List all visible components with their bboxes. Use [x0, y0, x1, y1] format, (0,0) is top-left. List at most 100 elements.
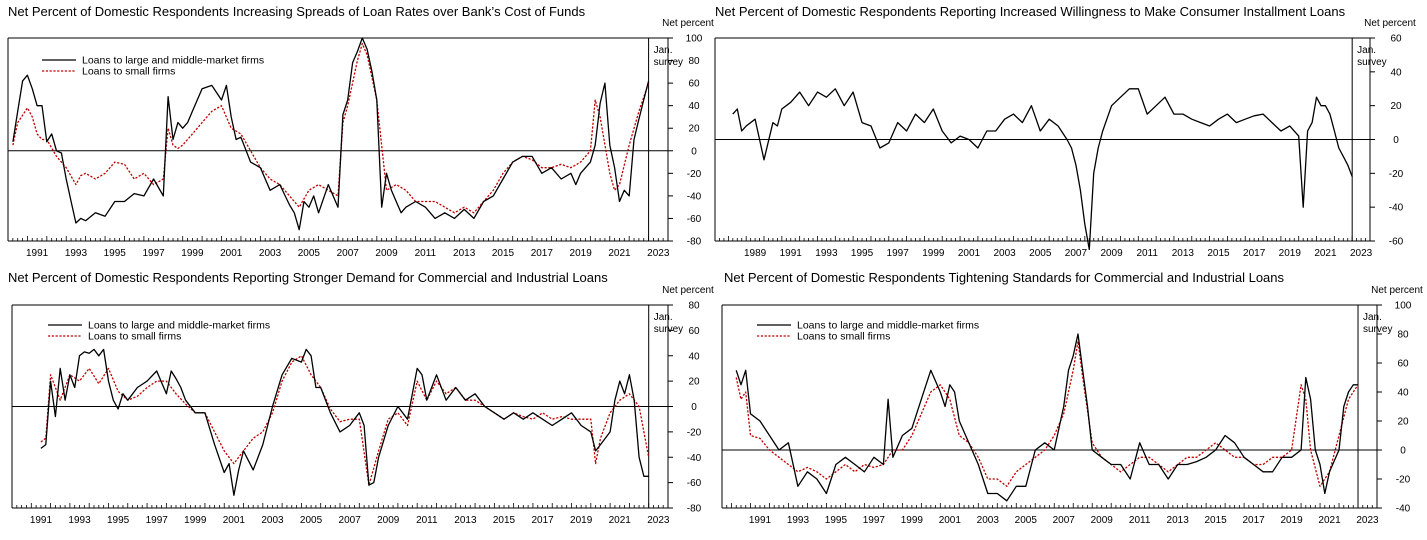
x-tick-label: 1995: [104, 248, 127, 259]
x-tick-label: 2009: [1091, 515, 1114, 526]
x-tick-label: 1993: [787, 515, 810, 526]
x-tick-label: 2019: [1280, 515, 1303, 526]
series-large-firms-line: [732, 88, 1353, 251]
x-tick-label: 2019: [570, 515, 593, 526]
y-tick-label: 60: [1390, 34, 1402, 45]
y-tick-label: -40: [1389, 203, 1404, 214]
y-tick-label: -60: [687, 214, 702, 225]
x-tick-label: 2017: [1242, 515, 1265, 526]
y-tick-label: 80: [688, 56, 700, 67]
x-tick-label: 2013: [1167, 515, 1190, 526]
x-tick-label: 2019: [1279, 248, 1302, 259]
y-tick-label: 0: [1400, 446, 1406, 457]
y-tick-label: 40: [688, 351, 700, 362]
chart-svg: 100 80 60 40 20 0 -20 -40 Net percent 1991 1993 199…: [721, 285, 1423, 526]
y-tick-label: -20: [1396, 475, 1411, 486]
x-tick-label: 2011: [1129, 515, 1151, 526]
y-tick-label: 0: [691, 402, 697, 413]
x-tick-label: 2013: [453, 248, 476, 259]
y-tick-label: -20: [687, 427, 702, 438]
y-tick-label: 60: [688, 79, 700, 90]
x-tick-label: 2021: [609, 515, 632, 526]
x-tick-label: 2003: [259, 248, 282, 259]
x-tick-label: 2009: [1100, 248, 1123, 259]
y-tick-label: 40: [688, 101, 700, 112]
x-tick-label: 1993: [815, 248, 838, 259]
y-tick-label: 40: [1390, 67, 1402, 78]
x-tick-label: 2009: [377, 515, 400, 526]
x-tick-label: 2001: [939, 515, 962, 526]
x-tick-label: 2005: [298, 248, 321, 259]
x-tick-label: 2019: [570, 248, 593, 259]
y-tick-label: 60: [1397, 359, 1409, 370]
x-tick-label: 2021: [1318, 515, 1341, 526]
x-tick-label: 1999: [901, 515, 924, 526]
y-tick-label: -20: [687, 169, 702, 180]
y-tick-label: -60: [1389, 237, 1404, 248]
y-axis-unit-label: Net percent: [1371, 285, 1423, 296]
chart-panel-tightening-standards: Net Percent of Domestic Respondents Tigh…: [712, 270, 1427, 540]
x-tick-label: 2001: [223, 515, 246, 526]
survey-label-line1: Jan.: [654, 312, 673, 323]
x-tick-label: 2003: [261, 515, 284, 526]
y-tick-label: -80: [687, 237, 702, 248]
x-tick-label: 1991: [749, 515, 772, 526]
x-tick-label: 2021: [608, 248, 631, 259]
x-tick-label: 1993: [68, 515, 91, 526]
x-tick-label: 2015: [493, 515, 516, 526]
survey-label-line2: survey: [1357, 57, 1386, 68]
x-tick-label: 2001: [958, 248, 981, 259]
x-tick-label: 2005: [1015, 515, 1038, 526]
x-tick-label: 2021: [1314, 248, 1337, 259]
x-tick-label: 2013: [1172, 248, 1195, 259]
y-tick-label: 80: [688, 301, 700, 312]
y-tick-label: 100: [1395, 301, 1412, 312]
x-tick-label: 2005: [1029, 248, 1052, 259]
x-tick-label: 1989: [744, 248, 767, 259]
chart-svg: 80 60 40 20 0 -20 -40 -60 -80 Net percent 1991 1993…: [11, 285, 714, 526]
x-tick-label: 2017: [1243, 248, 1266, 259]
x-tick-label: 2011: [416, 515, 438, 526]
legend-label: Loans to small firms: [82, 66, 175, 78]
y-tick-label: 20: [1397, 417, 1409, 428]
x-tick-label: 1995: [851, 248, 874, 259]
series-large-firms-line: [40, 348, 649, 496]
y-tick-label: -40: [687, 453, 702, 464]
series-small-firms-line: [735, 340, 1359, 487]
x-tick-label: 2011: [1136, 248, 1158, 259]
y-tick-label: 0: [1393, 135, 1399, 146]
x-tick-label: 2003: [994, 248, 1017, 259]
x-tick-label: 2023: [647, 248, 670, 259]
survey-label-line2: survey: [654, 57, 683, 68]
legend-label: Loans to small firms: [88, 331, 181, 343]
chart-title: Net Percent of Domestic Respondents Tigh…: [724, 270, 1285, 285]
series-small-firms-line: [12, 42, 650, 214]
y-tick-label: 100: [686, 34, 703, 45]
series-large-firms-line: [735, 333, 1358, 502]
x-tick-label: 2023: [647, 515, 670, 526]
x-tick-label: 1999: [184, 515, 207, 526]
y-axis-unit-label: Net percent: [662, 285, 714, 296]
y-tick-label: 0: [691, 146, 697, 157]
series-large-firms-line: [12, 37, 650, 231]
x-tick-label: 2001: [220, 248, 243, 259]
chart-panel-loan-spreads: Net Percent of Domestic Respondents Incr…: [0, 0, 714, 270]
chart-title: Net Percent of Domestic Respondents Incr…: [8, 4, 586, 19]
legend-label: Loans to small firms: [797, 331, 890, 343]
x-tick-label: 2023: [1350, 248, 1373, 259]
y-tick-label: -60: [687, 478, 702, 489]
y-tick-label: 60: [688, 326, 700, 337]
x-tick-label: 1991: [780, 248, 803, 259]
survey-label-line1: Jan.: [654, 45, 673, 56]
x-tick-label: 2007: [337, 248, 360, 259]
x-tick-label: 1993: [65, 248, 88, 259]
x-tick-label: 2003: [977, 515, 1000, 526]
y-tick-label: -80: [687, 504, 702, 515]
y-axis-unit-label: Net percent: [662, 18, 714, 29]
survey-label-line1: Jan.: [1363, 312, 1382, 323]
x-tick-label: 2015: [1204, 515, 1227, 526]
x-tick-label: 1999: [922, 248, 945, 259]
x-tick-label: 1995: [107, 515, 130, 526]
x-tick-label: 2009: [375, 248, 398, 259]
x-tick-label: 1997: [887, 248, 910, 259]
